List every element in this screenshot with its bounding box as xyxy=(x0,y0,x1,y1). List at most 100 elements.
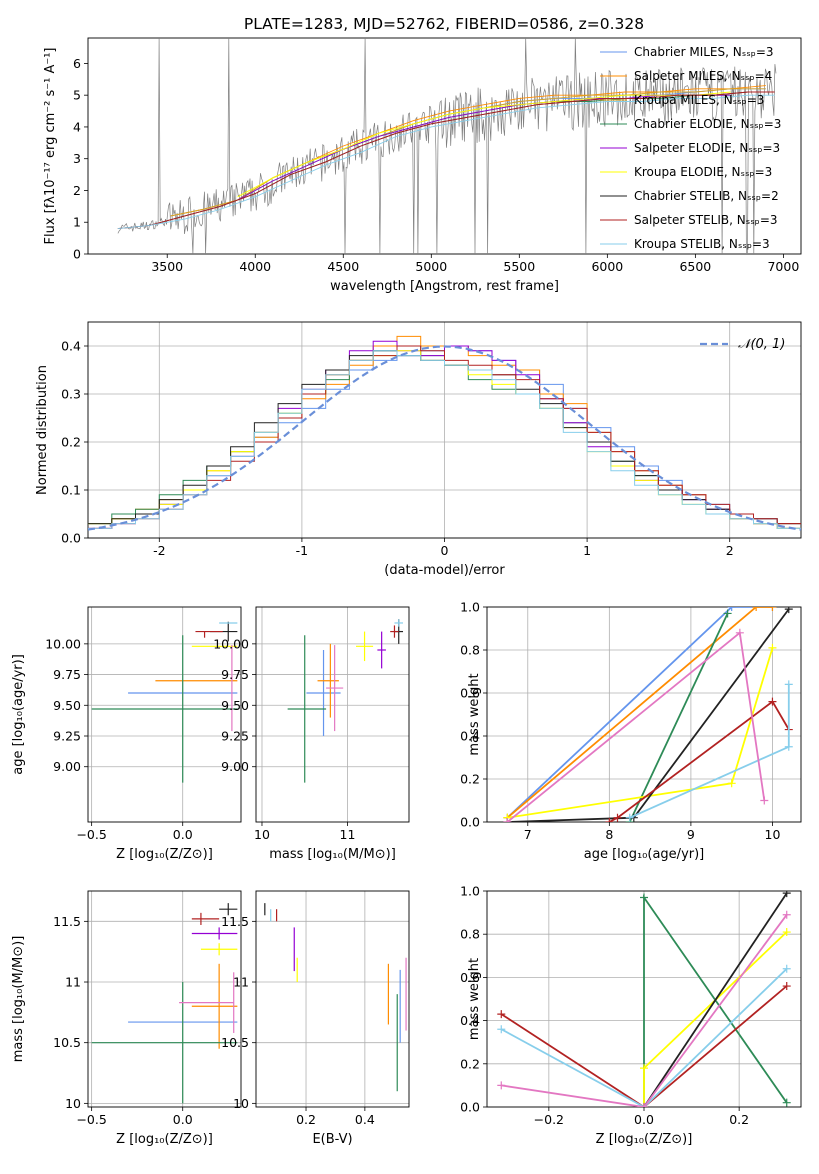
weight-line xyxy=(500,968,788,1107)
weight-marker xyxy=(768,643,777,652)
axes-frame xyxy=(486,606,802,823)
x-tick-label: 5000 xyxy=(415,259,447,274)
errorbar-point xyxy=(219,903,238,916)
weight-marker xyxy=(735,628,744,637)
x-tick-label: 4000 xyxy=(239,259,271,274)
weight-line xyxy=(628,613,729,822)
y-tick-label: 0.2 xyxy=(61,435,81,450)
axes-frame xyxy=(87,37,802,255)
panel-7: −0.2 0.0 0.2 0.0 0.2 0.4 0.6 0.8 1.0 Z [log₁₀(Z/Z… xyxy=(460,884,802,1147)
plot-area xyxy=(91,621,238,783)
x-tick-label: 7000 xyxy=(767,259,799,274)
y-tick-label: 3 xyxy=(73,151,81,166)
errorbar-point xyxy=(191,963,238,1049)
y-tick-label: 10.00 xyxy=(213,636,249,651)
x-tick-label: −0.5 xyxy=(76,827,106,842)
weight-marker xyxy=(768,607,777,611)
weight-marker xyxy=(640,893,648,902)
panel-4: 7 8 9 10 0.0 0.2 0.4 0.6 0.8 1.0 age [log₁₀(age/yr… xyxy=(460,600,802,862)
errorbar-point xyxy=(317,643,339,718)
weight-marker xyxy=(782,982,791,991)
legend-label: Salpeter MILES, Nₛₛₚ=4 xyxy=(634,69,772,83)
errorbar-point xyxy=(306,650,341,736)
y-tick-label: 0.4 xyxy=(61,339,81,354)
y-tick-label: 11 xyxy=(65,975,81,990)
y-tick-label: 6 xyxy=(73,56,81,71)
legend-label: Chabrier STELIB, Nₛₛₚ=2 xyxy=(634,189,779,203)
x-tick-label: 6000 xyxy=(591,259,623,274)
weight-marker xyxy=(768,697,777,706)
weight-marker xyxy=(782,1098,791,1107)
legend-label: Chabrier MILES, Nₛₛₚ=3 xyxy=(634,45,774,59)
x-tick-label: 0 xyxy=(441,543,449,558)
y-tick-label: 0.4 xyxy=(460,729,480,744)
y-axis-label: Normed distribution xyxy=(35,365,50,495)
weight-marker xyxy=(752,607,761,611)
x-tick-label: −0.5 xyxy=(76,1112,106,1127)
weight-marker xyxy=(640,1064,648,1073)
plot-area xyxy=(503,607,793,822)
y-tick-label: 10.5 xyxy=(221,1035,249,1050)
x-tick-label: 11 xyxy=(340,827,356,842)
histogram-step xyxy=(88,350,801,529)
y-tick-label: 9.00 xyxy=(53,759,81,774)
y-tick-label: 0.1 xyxy=(61,483,81,498)
y-tick-label: 11.5 xyxy=(221,914,249,929)
x-tick-label: 0.0 xyxy=(173,1112,193,1127)
y-tick-label: 4 xyxy=(73,119,81,134)
weight-line xyxy=(506,607,773,819)
weight-line xyxy=(608,700,790,822)
x-tick-label: 5500 xyxy=(503,259,535,274)
y-axis-label: Flux [fλ10⁻¹⁷ erg cm⁻² s⁻¹ A⁻¹] xyxy=(43,48,58,245)
plot-area xyxy=(264,903,407,1092)
weight-line xyxy=(643,892,788,1107)
errorbar-point xyxy=(394,619,404,627)
x-tick-label: 1 xyxy=(583,543,591,558)
y-tick-label: 5 xyxy=(73,88,81,103)
x-tick-label: 0.0 xyxy=(634,1112,654,1127)
errorbar-point xyxy=(390,625,399,638)
y-tick-label: 2 xyxy=(73,183,81,198)
weight-marker xyxy=(784,607,793,614)
model-line xyxy=(237,91,731,198)
y-tick-label: 9.00 xyxy=(221,759,249,774)
x-tick-label: -1 xyxy=(296,543,308,558)
gaussian-legend-label: 𝒩(0, 1) xyxy=(738,337,785,352)
x-tick-label: 7 xyxy=(524,827,532,842)
y-tick-label: 9.75 xyxy=(221,667,249,682)
x-tick-label: 4500 xyxy=(327,259,359,274)
y-tick-label: 0.8 xyxy=(460,927,480,942)
weight-line xyxy=(629,684,790,819)
errorbar-point xyxy=(377,631,386,669)
axes-frame xyxy=(255,890,410,1108)
weight-marker xyxy=(497,1010,506,1019)
x-axis-label: Z [log₁₀(Z/Z⊙)] xyxy=(116,1132,213,1147)
x-tick-label: 0.0 xyxy=(173,827,193,842)
panel-1: -2 -1 0 1 2 0.0 0.1 0.2 0.3 0.4 (data-model)/error… xyxy=(35,321,802,578)
panel-0: 3500 4000 4500 5000 5500 6000 6500 7000 0 1 2 3 4 5 6 w… xyxy=(43,37,802,294)
model-line xyxy=(117,91,775,230)
axes-frame xyxy=(87,890,242,1108)
weight-marker xyxy=(727,779,736,788)
y-axis-label: mass weight xyxy=(467,958,482,1040)
spectrum-legend: Chabrier MILES, Nₛₛₚ=3 Salpeter MILES, Nₛ… xyxy=(600,45,781,251)
y-tick-label: 1.0 xyxy=(460,600,480,615)
x-tick-label: 10 xyxy=(254,827,270,842)
panel-5: −0.5 0.0 10 10.5 11 11.5 Z [log₁₀(Z/Z⊙)] mass [… xyxy=(11,890,242,1147)
y-tick-label: 9.75 xyxy=(53,667,81,682)
weight-marker xyxy=(605,818,614,822)
model-line xyxy=(117,94,775,230)
y-tick-label: 9.50 xyxy=(221,698,249,713)
panel-6: 0.2 0.4 10 10.5 11 11.5 E(B-V) xyxy=(221,890,410,1147)
weight-marker xyxy=(497,1025,506,1034)
errorbar-point xyxy=(326,645,344,732)
plot-area xyxy=(287,619,404,783)
plot-area xyxy=(91,903,238,1104)
x-tick-label: 2 xyxy=(726,543,734,558)
weight-marker xyxy=(784,742,793,751)
y-tick-label: 0.6 xyxy=(460,970,480,985)
y-tick-label: 0.4 xyxy=(460,1013,480,1028)
weight-marker xyxy=(625,813,634,822)
x-tick-label: 10 xyxy=(765,827,781,842)
